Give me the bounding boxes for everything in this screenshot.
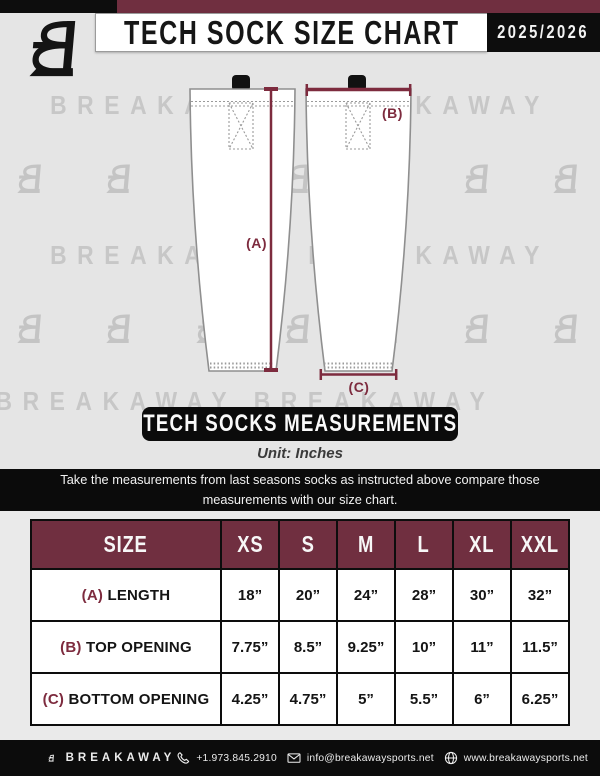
cell-value: 30” (452, 568, 512, 622)
watermark-logo-row (0, 162, 600, 194)
cell-value: 6.25” (510, 672, 570, 726)
globe-icon (444, 751, 457, 765)
footer-phone: +1.973.845.2910 (175, 750, 277, 766)
top-stitch-lines (191, 101, 410, 107)
envelope-icon (287, 753, 301, 763)
watermark-b-icon (463, 312, 495, 344)
table-row-top-opening: (B) TOP OPENING 7.75” 8.5” 9.25” 10” 11”… (30, 620, 570, 674)
unit-note: Unit: Inches (257, 445, 343, 462)
sock-diagram (189, 75, 412, 380)
watermark-b-icon (373, 312, 405, 344)
watermark-b-icon (195, 312, 227, 344)
stitch-patch-left (228, 102, 254, 150)
header-accent-strip (117, 0, 600, 13)
col-header-xl: XL (452, 519, 512, 570)
col-header-size: SIZE (30, 519, 222, 570)
footer-website: www.breakawaysports.net (443, 750, 588, 766)
col-header-m: M (336, 519, 396, 570)
col-header-xxl: XXL (510, 519, 570, 570)
footer-brand: BREAKAWAY (65, 752, 176, 764)
cell-value: 6” (452, 672, 512, 726)
page-title-band: TECH SOCK SIZE CHART (95, 13, 487, 52)
phone-icon (177, 752, 190, 764)
watermark-text-row: BREAKAWAY BREAKAWAY (50, 240, 550, 270)
measure-label-b: (B) (382, 105, 403, 121)
cell-value: 4.75” (278, 672, 338, 726)
cell-value: 8.5” (278, 620, 338, 674)
table-row-length: (A) LENGTH 18” 20” 24” 28” 30” 32” (30, 568, 570, 622)
header-corner-strip (0, 0, 117, 13)
row-label-top-opening: (B) TOP OPENING (30, 620, 222, 674)
watermark-text-row: BREAKAWAY BREAKAWAY (50, 90, 550, 120)
footer-breakaway-logo-icon (48, 747, 56, 769)
watermark-b-icon (373, 162, 405, 194)
sock-body-left (189, 88, 296, 372)
sock-body-right (305, 88, 412, 372)
watermark-b-icon (552, 162, 584, 194)
cell-value: 18” (220, 568, 280, 622)
row-label-length: (A) LENGTH (30, 568, 222, 622)
col-header-l: L (394, 519, 454, 570)
sock-tab-left (232, 75, 250, 91)
watermark-b-icon (463, 162, 495, 194)
page-title: TECH SOCK SIZE CHART (123, 13, 460, 51)
season-label: 2025/2026 (497, 22, 590, 42)
cell-value: 32” (510, 568, 570, 622)
measure-label-c: (C) (348, 379, 370, 395)
cell-value: 24” (336, 568, 396, 622)
cell-value: 5” (336, 672, 396, 726)
hem-stitch-lines (210, 362, 392, 369)
cell-value: 20” (278, 568, 338, 622)
cell-value: 11.5” (510, 620, 570, 674)
measurements-badge: TECH SOCKS MEASUREMENTS (142, 407, 458, 441)
size-table: SIZE XS S M L XL XXL (A) LENGTH 18” 20” … (30, 519, 570, 726)
watermark-b-icon (16, 312, 48, 344)
stitch-patch-right (345, 102, 371, 150)
instruction-bar: Take the measurements from last seasons … (0, 469, 600, 511)
season-badge: 2025/2026 (487, 13, 600, 52)
col-header-xs: XS (220, 519, 280, 570)
breakaway-logo-icon (21, 16, 95, 78)
watermark-b-icon (105, 312, 137, 344)
measure-label-a: (A) (246, 235, 267, 251)
watermark-b-icon (284, 162, 316, 194)
footer-bar: BREAKAWAY +1.973.845.2910 info@breakaway… (0, 740, 600, 776)
cell-value: 5.5” (394, 672, 454, 726)
watermark-b-icon (195, 162, 227, 194)
watermark-logo-row (0, 312, 600, 344)
sock-tab-right (348, 75, 366, 91)
footer-contacts: +1.973.845.2910 info@breakawaysports.net… (175, 750, 588, 766)
measure-line-a (264, 87, 278, 372)
cell-value: 7.75” (220, 620, 280, 674)
row-label-bottom-opening: (C) BOTTOM OPENING (30, 672, 222, 726)
cell-value: 11” (452, 620, 512, 674)
measurements-badge-label: TECH SOCKS MEASUREMENTS (143, 410, 457, 437)
col-header-s: S (278, 519, 338, 570)
size-table-header-row: SIZE XS S M L XL XXL (30, 519, 570, 570)
cell-value: 28” (394, 568, 454, 622)
watermark-b-icon (284, 312, 316, 344)
watermark-b-icon (16, 162, 48, 194)
measure-line-b (305, 84, 412, 96)
instruction-text: Take the measurements from last seasons … (60, 472, 540, 507)
footer-email: info@breakawaysports.net (286, 750, 434, 766)
cell-value: 10” (394, 620, 454, 674)
cell-value: 4.25” (220, 672, 280, 726)
watermark-b-icon (552, 312, 584, 344)
cell-value: 9.25” (336, 620, 396, 674)
watermark-b-icon (105, 162, 137, 194)
table-row-bottom-opening: (C) BOTTOM OPENING 4.25” 4.75” 5” 5.5” 6… (30, 672, 570, 726)
